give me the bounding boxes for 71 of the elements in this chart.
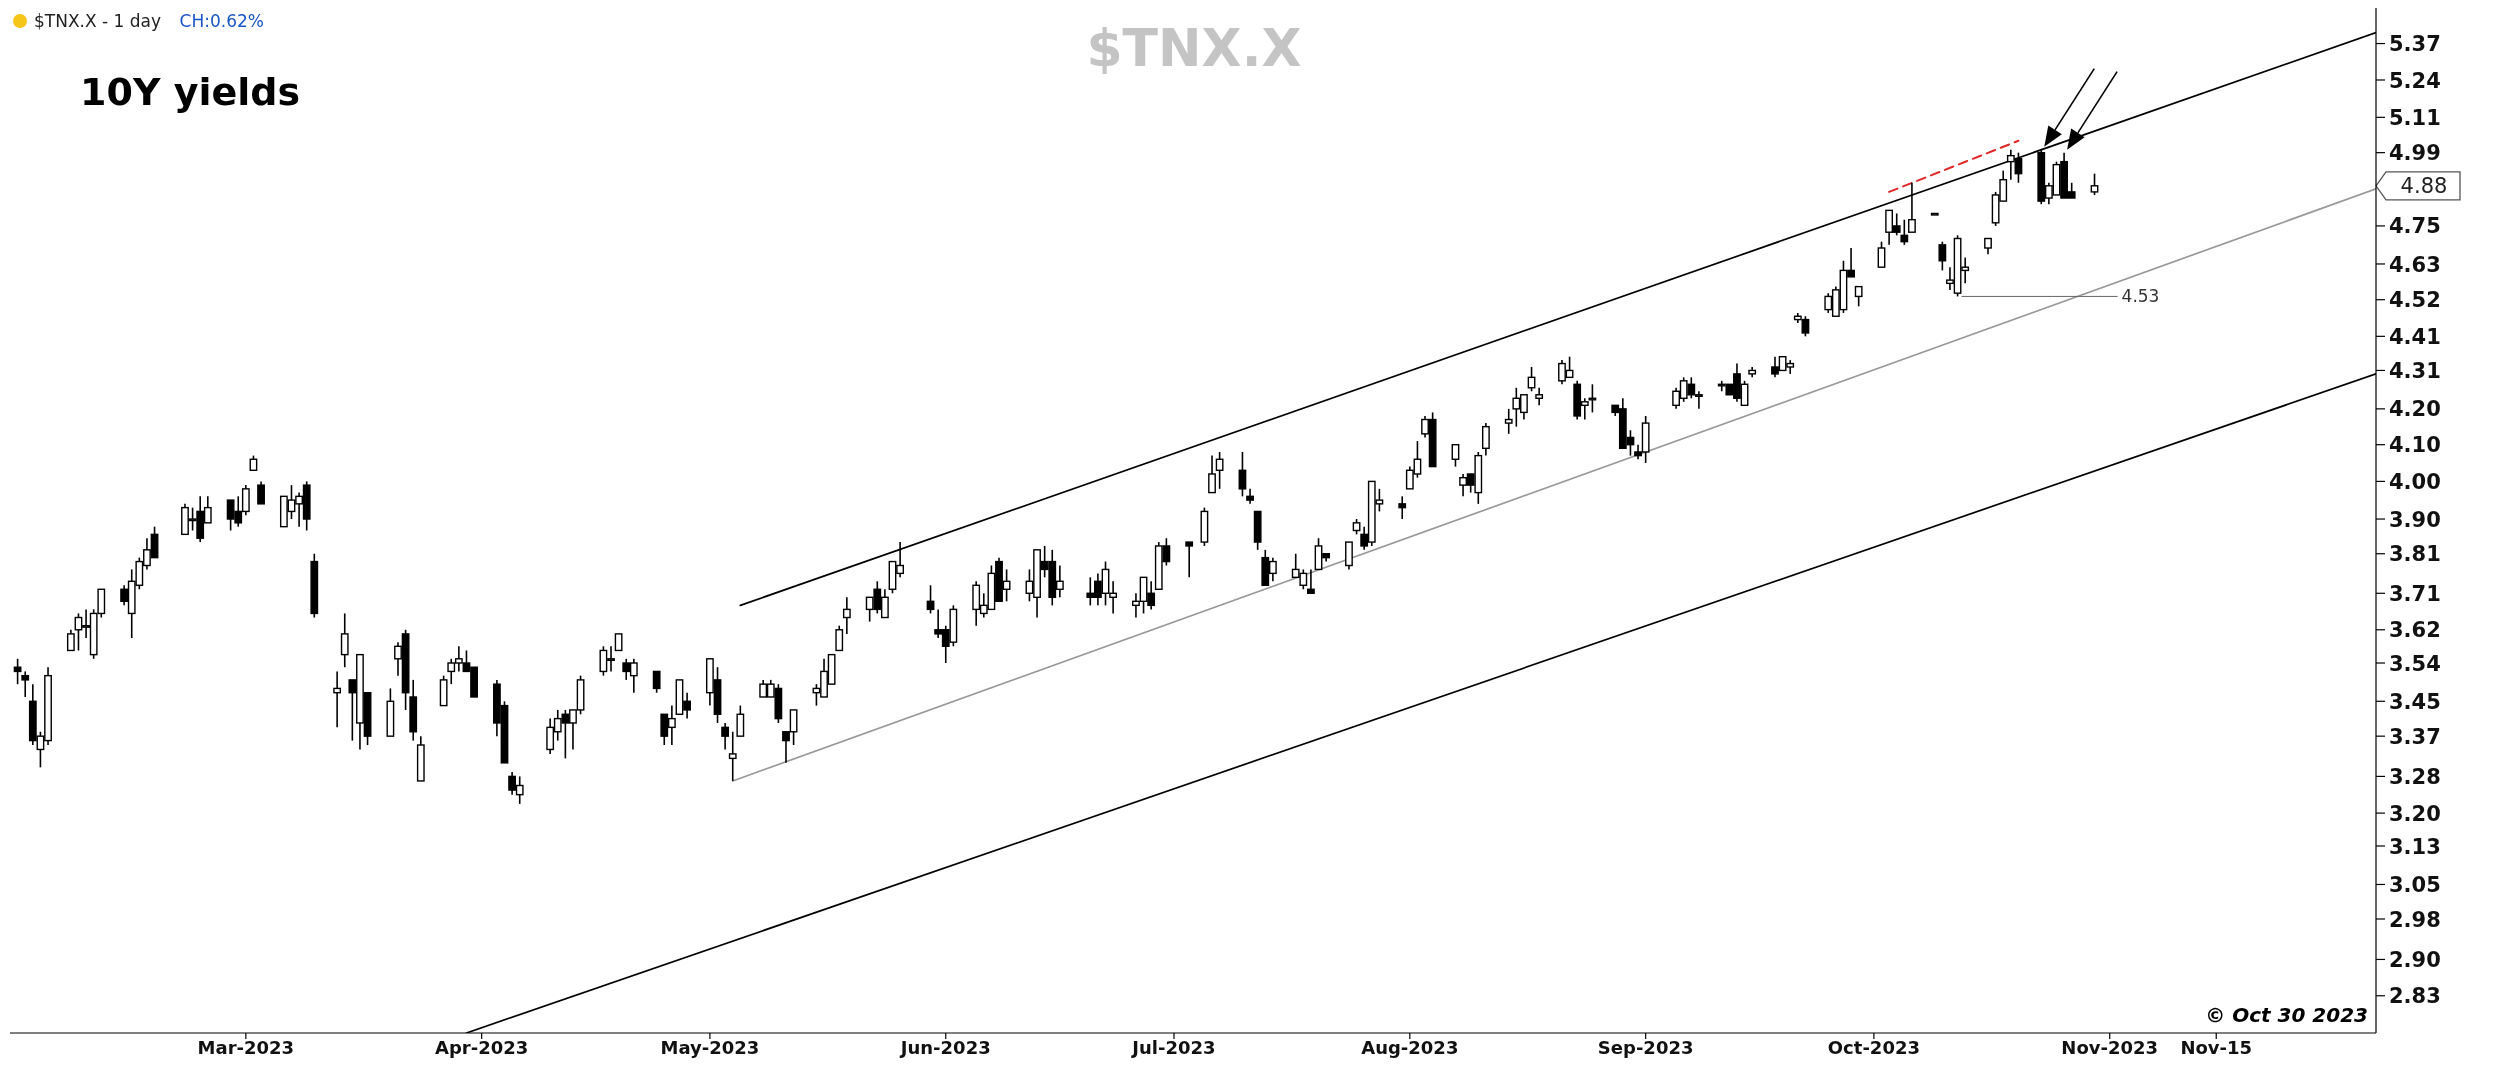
y-tick-label: 4.31 [2389, 359, 2441, 383]
candlestick [1307, 568, 1315, 595]
candlestick [340, 612, 349, 669]
candlestick [257, 480, 265, 505]
x-tick-label: Oct-2023 [1827, 1037, 1920, 1058]
annotation: $TNX.X [1086, 18, 1302, 78]
candlestick [21, 670, 30, 698]
x-tick-label: May-2023 [660, 1037, 760, 1058]
x-tick-label: Jul-2023 [1130, 1037, 1216, 1058]
candlestick [1215, 451, 1224, 490]
candlestick [1238, 451, 1247, 498]
candlestick [66, 628, 75, 652]
x-tick-label: Nov-15 [2180, 1037, 2253, 1058]
candlestick [1185, 541, 1194, 579]
y-tick-label: 5.37 [2389, 32, 2441, 57]
candlestick [1854, 285, 1863, 308]
y-tick-label: 4.75 [2389, 214, 2441, 239]
text: 4.88 [2400, 174, 2448, 199]
y-tick-label: 4.99 [2389, 141, 2441, 166]
y-tick-label: 4.10 [2389, 433, 2441, 458]
candlestick [13, 658, 22, 685]
y-tick-label: 4.41 [2389, 324, 2441, 349]
chart-subtitle: $TNX.X - 1 day [34, 11, 162, 31]
y-tick-label: 4.00 [2389, 469, 2441, 494]
y-tick-label: 3.90 [2389, 507, 2441, 532]
candlestick [652, 670, 661, 694]
candlestick [1938, 240, 1947, 272]
y-tick-label: 3.37 [2389, 724, 2441, 749]
y-tick-label: 3.71 [2389, 581, 2441, 606]
y-tick-label: 3.81 [2389, 542, 2441, 567]
y-tick-label: 5.24 [2389, 68, 2441, 93]
y-tick-label: 5.11 [2389, 105, 2441, 130]
y-tick-label: 3.05 [2389, 873, 2441, 898]
candlestick [1504, 408, 1513, 435]
candlestick [721, 722, 730, 751]
y-tick-label: 2.98 [2389, 907, 2441, 932]
candlestick [1451, 443, 1460, 468]
candlestick [1908, 181, 1916, 234]
candlestick [1345, 541, 1353, 571]
candlestick [835, 624, 844, 652]
text: 10Y yields [80, 70, 301, 114]
annotation: 4.53 [2121, 286, 2160, 307]
annotation: © Oct 30 2023 [2205, 1003, 2368, 1027]
candlestick [1900, 218, 1909, 246]
y-tick-label: 4.63 [2389, 252, 2441, 277]
candlestick [1877, 240, 1886, 268]
x-tick-label: Jun-2023 [898, 1037, 991, 1058]
y-tick-label: 3.62 [2389, 618, 2441, 643]
candlestick [736, 704, 745, 737]
y-tick-label: 4.20 [2389, 397, 2441, 422]
candlestick [728, 730, 737, 782]
x-tick-label: Nov-2023 [2061, 1037, 2159, 1058]
candlestick [1398, 495, 1407, 520]
annotation: CH:0.62% [179, 11, 264, 31]
x-tick-label: Aug-2023 [1361, 1037, 1459, 1058]
y-tick-label: 2.83 [2389, 984, 2441, 1009]
x-tick-label: Mar-2023 [197, 1037, 295, 1058]
candlestick [1482, 422, 1490, 457]
candlestick [842, 596, 851, 635]
y-tick-label: 3.20 [2389, 801, 2441, 826]
y-tick-label: 2.90 [2389, 948, 2441, 973]
candlestick [1208, 454, 1216, 494]
y-tick-label: 3.45 [2389, 689, 2441, 714]
x-tick-label: Apr-2023 [435, 1037, 529, 1058]
y-tick-label: 3.54 [2389, 651, 2441, 676]
y-tick-label: 3.13 [2389, 834, 2441, 859]
x-tick-label: Sep-2023 [1597, 1037, 1694, 1058]
candlestick [2090, 172, 2099, 196]
y-tick-label: 4.52 [2389, 288, 2441, 313]
y-tick-label: 3.28 [2389, 764, 2441, 789]
candlestick [333, 670, 342, 729]
